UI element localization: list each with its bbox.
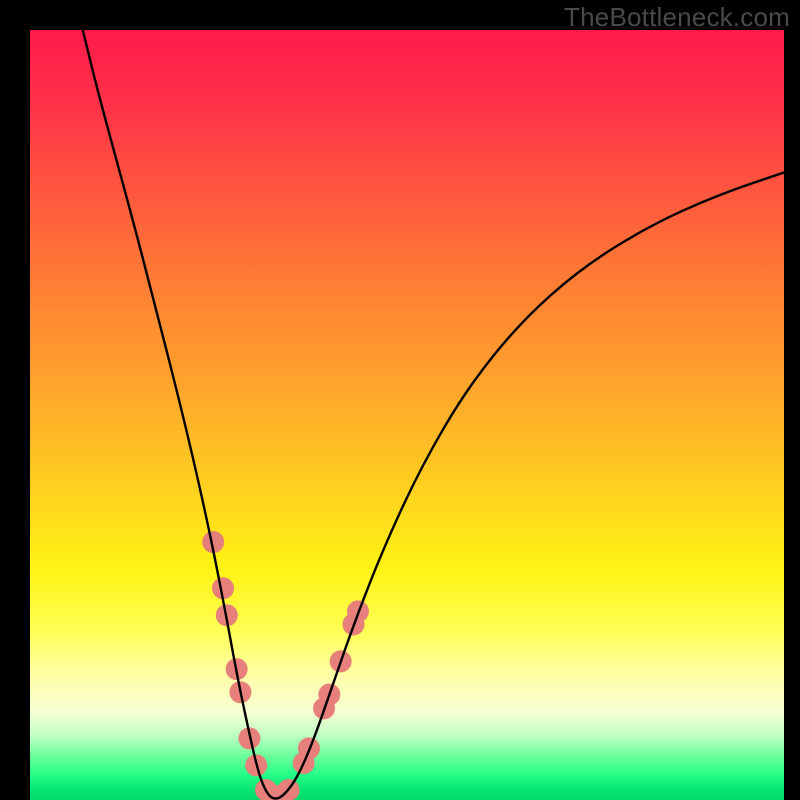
data-points-group	[202, 531, 369, 800]
bottleneck-curve	[83, 30, 784, 799]
plot-area	[30, 30, 784, 800]
curve-layer	[30, 30, 784, 800]
watermark-text: TheBottleneck.com	[564, 2, 790, 33]
